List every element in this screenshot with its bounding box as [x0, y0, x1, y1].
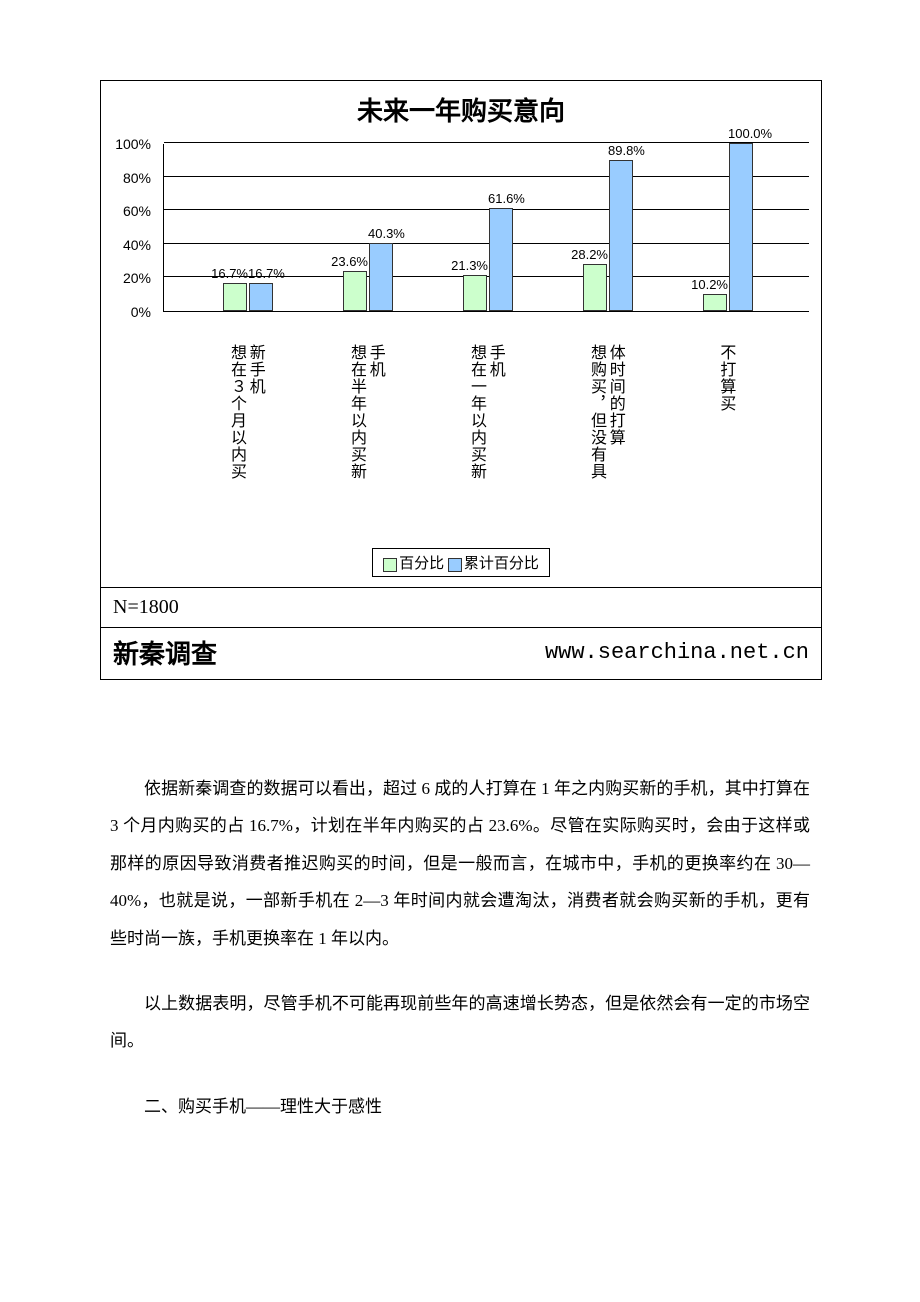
x-label-line: 手机 [366, 344, 383, 480]
bar-value-label: 16.7% [248, 266, 285, 281]
bar-value-label: 21.3% [451, 258, 488, 273]
paragraph-1: 依据新秦调查的数据可以看出，超过 6 成的人打算在 1 年之内购买新的手机，其中… [110, 770, 810, 957]
bar-group: 16.7%16.7% [188, 143, 308, 311]
y-tick-label: 100% [115, 136, 151, 152]
x-label-line: 想在３个月以内买 [227, 344, 244, 480]
chart-container: 未来一年购买意向 0%20%40%60%80%100% 16.7%16.7%23… [100, 80, 822, 680]
x-label-line: 想购买，但没有具 [587, 344, 604, 480]
paragraph-3: 二、购买手机——理性大于感性 [110, 1088, 810, 1125]
bar-percent [703, 294, 727, 311]
paragraph-2: 以上数据表明，尽管手机不可能再现前些年的高速增长势态，但是依然会有一定的市场空间… [110, 985, 810, 1060]
x-category-label: 不打算买 [665, 344, 785, 412]
page: 未来一年购买意向 0%20%40%60%80%100% 16.7%16.7%23… [0, 0, 920, 1213]
legend: 百分比 累计百分比 [101, 542, 821, 587]
bar-value-label: 89.8% [608, 143, 645, 158]
bar-value-label: 10.2% [691, 277, 728, 292]
y-tick-label: 80% [123, 170, 151, 186]
chart-title: 未来一年购买意向 [101, 81, 821, 132]
source-url: www.searchina.net.cn [545, 640, 809, 665]
y-tick-label: 0% [131, 304, 151, 320]
bar-cumulative [249, 283, 273, 311]
bar-cumulative [729, 143, 753, 311]
bar-group: 21.3% 61.6% [428, 143, 548, 311]
bar-value-label: 40.3% [368, 226, 405, 241]
bar-group: 23.6%40.3% [308, 143, 428, 311]
brand-text: 新秦调查 [113, 634, 217, 671]
legend-box: 百分比 累计百分比 [372, 548, 550, 577]
bar-percent [223, 283, 247, 311]
y-tick-label: 40% [123, 237, 151, 253]
x-axis-area: 想在３个月以内买新手机想在半年以内买新手机想在一年以内买新手机想购买，但没有具体… [101, 342, 821, 542]
x-label-line: 新手机 [246, 344, 263, 480]
bar-cumulative [369, 243, 393, 311]
bar-group: 10.2%100.0% [668, 143, 788, 311]
bar-value-label: 23.6% [331, 254, 368, 269]
sample-size: N=1800 [101, 587, 821, 627]
bars [583, 160, 633, 311]
bar-value-label: 28.2% [571, 247, 608, 262]
body-text: 依据新秦调查的数据可以看出，超过 6 成的人打算在 1 年之内购买新的手机，其中… [100, 770, 820, 1125]
x-label-line: 不打算买 [717, 344, 734, 412]
x-category-label: 想在半年以内买新手机 [305, 344, 425, 480]
bar-value-label: 16.7% [211, 266, 248, 281]
bar-percent [343, 271, 367, 311]
bar-cumulative [489, 208, 513, 311]
bar-percent [463, 275, 487, 311]
bars [223, 283, 273, 311]
bar-percent [583, 264, 607, 311]
legend-label: 百分比 [399, 556, 448, 572]
legend-swatch [383, 558, 397, 572]
x-category-label: 想购买，但没有具体时间的打算 [545, 344, 665, 480]
bar-cumulative [609, 160, 633, 311]
legend-label: 累计百分比 [464, 556, 539, 572]
chart-footer: 新秦调查 www.searchina.net.cn [101, 627, 821, 679]
x-category-label: 想在一年以内买新手机 [425, 344, 545, 480]
x-label-line: 手机 [486, 344, 503, 480]
x-category-label: 想在３个月以内买新手机 [185, 344, 305, 480]
bar-value-label: 61.6% [488, 191, 525, 206]
plot-area: 16.7%16.7%23.6%40.3%21.3%61.6%28.2%89.8%… [163, 144, 809, 312]
y-tick-label: 60% [123, 203, 151, 219]
bar-group: 28.2% 89.8% [548, 143, 668, 311]
bar-value-label: 100.0% [728, 126, 772, 141]
x-label-line: 想在半年以内买新 [347, 344, 364, 480]
legend-swatch [448, 558, 462, 572]
chart-plot-wrap: 0%20%40%60%80%100% 16.7%16.7%23.6%40.3%2… [103, 132, 819, 342]
x-label-line: 体时间的打算 [606, 344, 623, 480]
x-label-line: 想在一年以内买新 [467, 344, 484, 480]
y-axis: 0% 20% 40% 60% 80% 100% [103, 132, 157, 342]
y-tick-label: 20% [123, 270, 151, 286]
